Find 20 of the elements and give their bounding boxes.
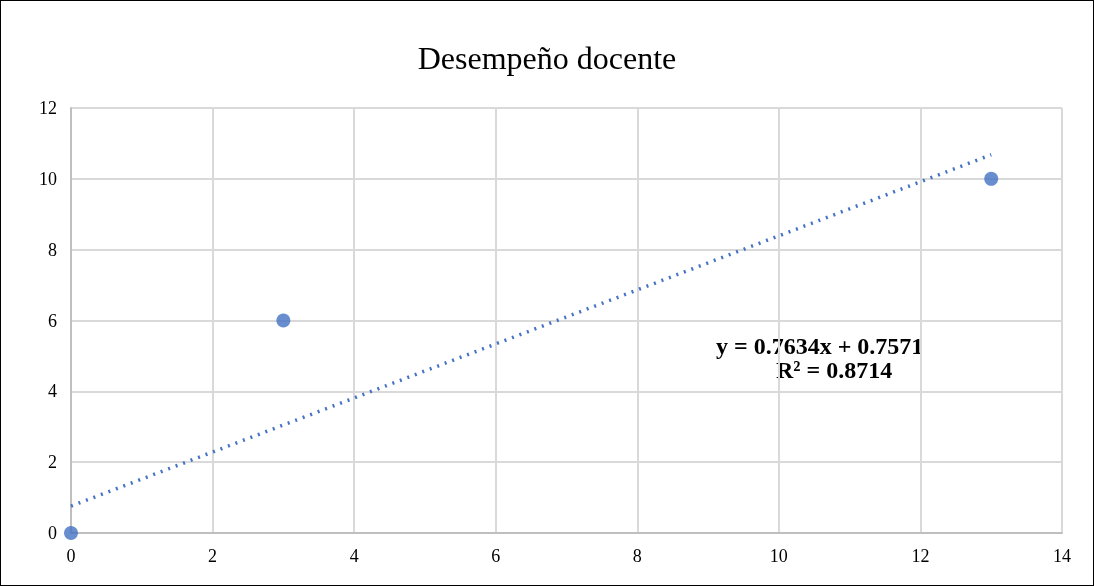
x-tick-label: 12 [911, 546, 930, 566]
y-tick-label: 2 [48, 452, 57, 473]
y-tick-label: 12 [39, 98, 57, 118]
y-tick-label: 6 [48, 310, 57, 331]
point [64, 526, 78, 540]
x-tick-label: 2 [208, 546, 218, 566]
x-tick-label: 14 [1053, 546, 1071, 566]
point [276, 313, 291, 328]
y-tick-label: 4 [48, 381, 57, 402]
x-tick-label: 10 [769, 546, 788, 566]
annotation: y = 0.7634x + 0.7571 [716, 333, 924, 359]
chart-title: Desempeño docente [417, 40, 677, 76]
x-tick-label: 8 [632, 546, 642, 566]
x-tick-label: 0 [66, 546, 76, 566]
x-tick-label: 6 [491, 546, 501, 566]
x-tick-label: 4 [349, 546, 359, 566]
y-tick-label: 0 [48, 523, 57, 543]
point [984, 171, 999, 186]
y-tick-label: 10 [39, 168, 57, 189]
y-tick-label: 8 [48, 239, 57, 260]
